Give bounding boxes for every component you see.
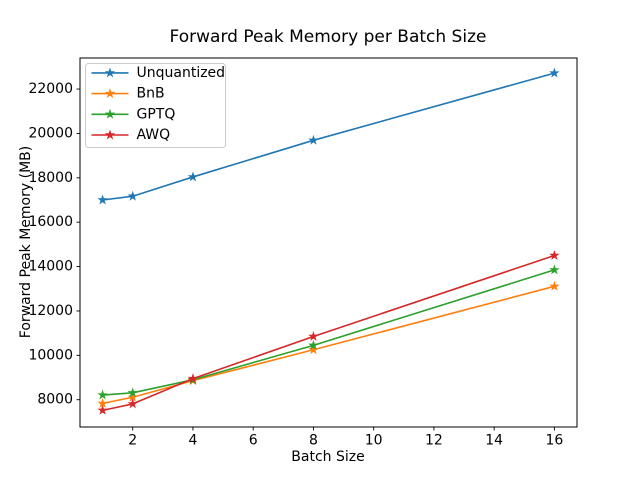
- y-tick-label: 12000: [28, 303, 73, 319]
- y-tick-label: 10000: [28, 347, 73, 363]
- y-tick-label: 22000: [28, 81, 73, 97]
- y-tick-label: 14000: [28, 259, 73, 275]
- y-axis-label: Forward Peak Memory (MB): [18, 145, 34, 339]
- series-line-bnb: [102, 285, 555, 405]
- series-marker-bnb: [97, 397, 108, 408]
- legend-swatch-marker: [104, 108, 116, 119]
- series-marker-bnb: [308, 344, 319, 355]
- series-marker-gptq: [549, 264, 560, 275]
- plot-frame: [79, 57, 578, 428]
- series-marker-awq: [549, 249, 560, 260]
- legend-swatch-marker: [104, 67, 116, 78]
- y-tick-label: 18000: [28, 170, 73, 186]
- x-tick-label: 4: [188, 433, 197, 449]
- series-line-gptq: [102, 269, 555, 396]
- legend-label: Unquantized: [137, 65, 226, 81]
- legend-swatch-marker: [104, 88, 116, 99]
- x-tick-label: 12: [425, 433, 443, 449]
- series-marker-unquantized: [308, 134, 319, 145]
- series-marker-awq: [308, 330, 319, 341]
- x-tick-label: 10: [365, 433, 383, 449]
- series-marker-awq: [187, 373, 199, 384]
- series-marker-unquantized: [127, 190, 138, 201]
- x-tick-label: 14: [485, 433, 503, 449]
- series-marker-unquantized: [97, 194, 108, 205]
- x-tick-label: 2: [128, 433, 137, 449]
- x-tick-label: 8: [309, 433, 318, 449]
- y-tick-label: 16000: [28, 214, 73, 230]
- x-axis-label: Batch Size: [291, 449, 365, 465]
- series-marker-awq: [127, 398, 138, 409]
- series-marker-awq: [97, 404, 108, 415]
- legend-box: [85, 63, 226, 148]
- series-marker-unquantized: [187, 171, 199, 182]
- legend-label: GPTQ: [137, 106, 176, 122]
- x-tick-label: 6: [249, 433, 258, 449]
- series-marker-gptq: [127, 387, 138, 398]
- legend-swatch-marker: [104, 129, 116, 140]
- series-marker-bnb: [127, 391, 138, 402]
- y-tick-label: 8000: [37, 392, 73, 408]
- series-marker-bnb: [549, 280, 560, 291]
- legend-label: BnB: [137, 86, 165, 102]
- series-marker-gptq: [308, 339, 319, 350]
- series-marker-unquantized: [549, 67, 560, 78]
- series-marker-gptq: [97, 389, 108, 400]
- x-tick-label: 16: [545, 433, 563, 449]
- y-tick-label: 20000: [28, 125, 73, 141]
- chart-title: Forward Peak Memory per Batch Size: [169, 27, 487, 47]
- legend-label: AWQ: [137, 127, 171, 143]
